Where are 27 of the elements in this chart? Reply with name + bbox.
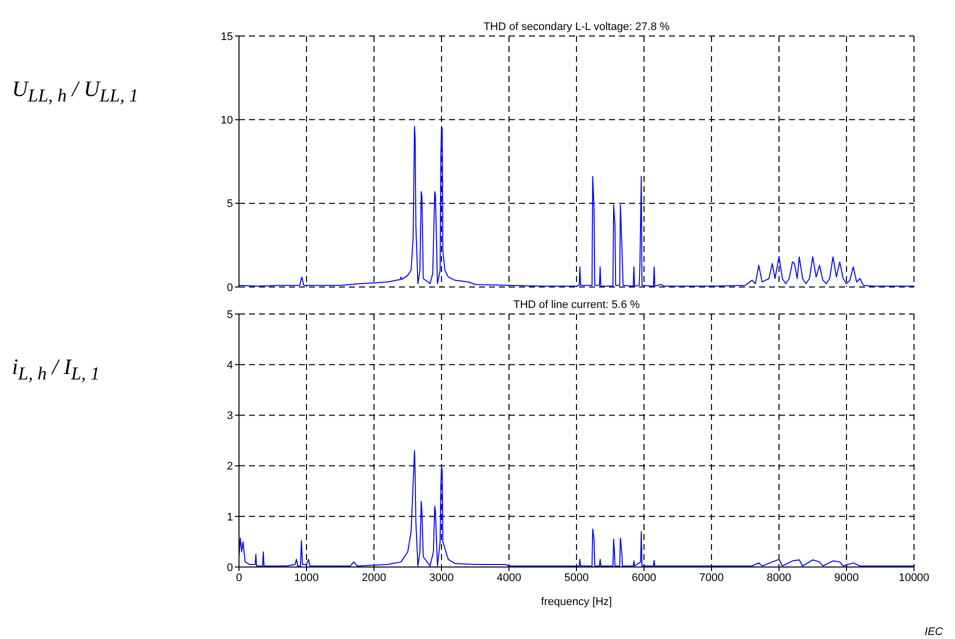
y-tick-label: 0 bbox=[226, 562, 233, 574]
x-tick-label: 4000 bbox=[496, 572, 522, 584]
y-axis-title: i$_{L, h}$ / I$_{L, 1}$ bbox=[12, 354, 100, 384]
y-tick-label: 1 bbox=[226, 511, 233, 524]
x-tick-label: 0 bbox=[236, 572, 242, 584]
text: IEC bbox=[924, 626, 943, 638]
chart-title: THD of secondary L-L voltage: 27.8 % bbox=[482, 21, 671, 33]
x-tick-label: 5000 bbox=[564, 572, 589, 584]
y-tick-label: 15 bbox=[220, 30, 233, 43]
x-tick-label: 7000 bbox=[699, 572, 724, 584]
y-tick-label: 3 bbox=[226, 410, 233, 422]
x-tick-label: 3000 bbox=[429, 572, 454, 584]
x-tick-label: 10000 bbox=[898, 572, 930, 584]
y-tick-label: 10 bbox=[220, 114, 233, 127]
x-tick-label: 8000 bbox=[766, 572, 792, 584]
y-tick-label: 2 bbox=[226, 460, 233, 473]
x-tick-label: 1000 bbox=[294, 572, 319, 584]
x-axis-title: frequency [Hz] bbox=[541, 596, 612, 608]
y-tick-label: 5 bbox=[226, 308, 233, 321]
y-tick-label: 4 bbox=[226, 360, 233, 372]
x-tick-label: 6000 bbox=[632, 572, 656, 584]
y-tick-label: 5 bbox=[226, 198, 233, 210]
x-tick-label: 9000 bbox=[834, 572, 859, 584]
y-axis-title: U$_{LL, h}$ / U$_{LL, 1}$ bbox=[12, 76, 138, 106]
y-tick-label: 0 bbox=[226, 282, 233, 294]
x-tick-label: 2000 bbox=[362, 572, 386, 584]
chart-title: THD of line current: 5.6 % bbox=[512, 299, 641, 311]
